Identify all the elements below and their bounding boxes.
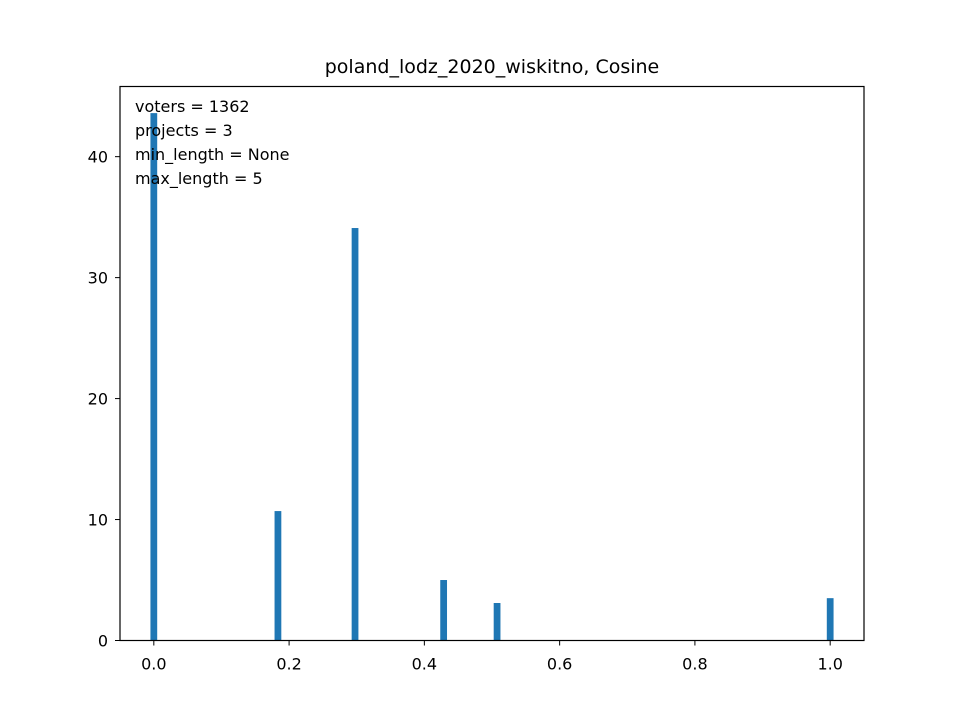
annotation-line: voters = 1362 [135,97,250,116]
bar [274,511,282,641]
y-tick-label: 30 [88,269,108,288]
bar [150,113,158,641]
annotation-line: projects = 3 [135,121,233,140]
stats-annotation: voters = 1362 projects = 3 min_length = No… [135,97,290,189]
x-axis: 0.0 0.2 0.4 0.6 0.8 1.0 [141,640,843,674]
chart-title: poland_lodz_2020_wiskitno, Cosine [325,56,660,78]
y-tick-label: 40 [88,148,108,167]
x-tick-label: 0.2 [276,655,301,674]
bars-group [150,113,834,641]
y-tick-label: 20 [88,390,108,409]
annotation-line: min_length = None [135,145,290,165]
x-tick-label: 0.4 [412,655,437,674]
bar [351,228,359,641]
bar [493,603,501,641]
x-tick-label: 0.0 [141,655,166,674]
x-tick-label: 0.8 [682,655,707,674]
y-tick-label: 0 [98,632,108,651]
x-tick-label: 1.0 [817,655,842,674]
bar [440,580,448,641]
y-tick-label: 10 [88,511,108,530]
x-tick-label: 0.6 [547,655,572,674]
annotation-line: max_length = 5 [135,169,263,189]
bar [826,598,834,641]
y-axis: 0 10 20 30 40 [88,148,120,651]
plot-frame [119,85,865,642]
